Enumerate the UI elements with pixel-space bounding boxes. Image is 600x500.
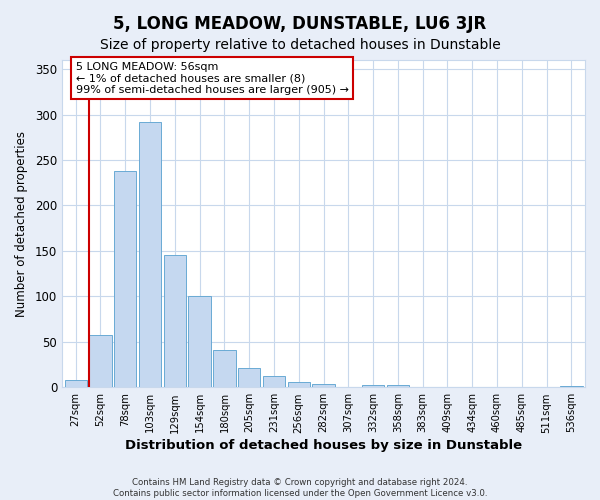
Bar xyxy=(263,376,285,388)
Bar xyxy=(188,296,211,388)
Bar xyxy=(287,382,310,388)
Text: 5, LONG MEADOW, DUNSTABLE, LU6 3JR: 5, LONG MEADOW, DUNSTABLE, LU6 3JR xyxy=(113,15,487,33)
X-axis label: Distribution of detached houses by size in Dunstable: Distribution of detached houses by size … xyxy=(125,440,522,452)
Bar xyxy=(164,254,186,388)
Y-axis label: Number of detached properties: Number of detached properties xyxy=(15,130,28,316)
Bar xyxy=(65,380,87,388)
Text: Size of property relative to detached houses in Dunstable: Size of property relative to detached ho… xyxy=(100,38,500,52)
Bar xyxy=(114,171,136,388)
Text: 5 LONG MEADOW: 56sqm
← 1% of detached houses are smaller (8)
99% of semi-detache: 5 LONG MEADOW: 56sqm ← 1% of detached ho… xyxy=(76,62,349,95)
Bar xyxy=(139,122,161,388)
Bar xyxy=(313,384,335,388)
Bar xyxy=(387,384,409,388)
Bar xyxy=(560,386,583,388)
Bar xyxy=(213,350,236,388)
Bar xyxy=(89,334,112,388)
Text: Contains HM Land Registry data © Crown copyright and database right 2024.
Contai: Contains HM Land Registry data © Crown c… xyxy=(113,478,487,498)
Bar xyxy=(362,384,384,388)
Bar xyxy=(238,368,260,388)
